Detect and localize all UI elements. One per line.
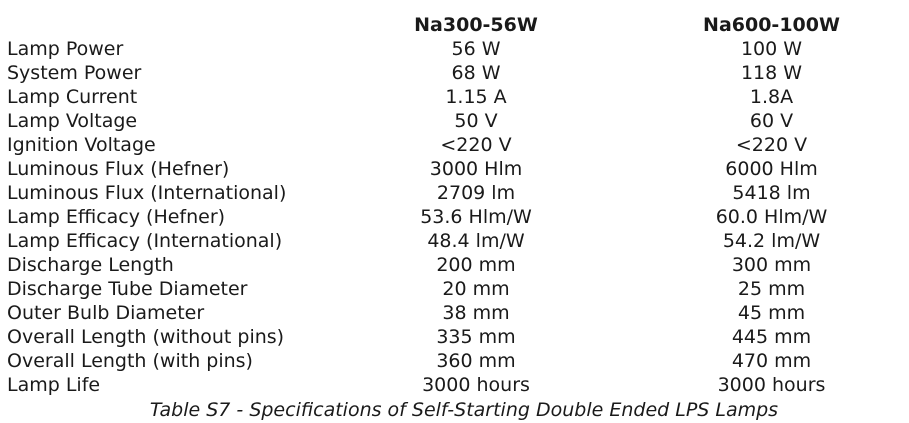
table-row: Lamp Voltage 50 V 60 V (0, 109, 909, 133)
table-row: Discharge Length 200 mm 300 mm (0, 253, 909, 277)
row-label: Ignition Voltage (7, 134, 156, 156)
value-na600-100w: 45 mm (737, 302, 806, 324)
value-na600-100w: 60.0 Hlm/W (715, 206, 828, 228)
value-na300-56w: 48.4 lm/W (427, 230, 525, 252)
row-label: Overall Length (without pins) (7, 326, 285, 348)
table-row: Discharge Tube Diameter 20 mm 25 mm (0, 277, 909, 301)
value-na600-100w: 1.8A (749, 86, 794, 108)
value-na300-56w: 360 mm (436, 350, 516, 372)
value-na300-56w: 200 mm (436, 254, 516, 276)
row-label: Lamp Efficacy (International) (7, 230, 283, 252)
row-label: Discharge Tube Diameter (7, 278, 248, 300)
table-row: Lamp Efficacy (International) 48.4 lm/W 54… (0, 229, 909, 253)
value-na300-56w: 3000 Hlm (429, 158, 523, 180)
row-label: Lamp Efficacy (Hefner) (7, 206, 226, 228)
header-na300-56w: Na300-56W (414, 14, 538, 36)
row-label: Luminous Flux (International) (7, 182, 287, 204)
value-na300-56w: 68 W (451, 62, 501, 84)
table-caption: Table S7 - Specifications of Self-Starti… (149, 399, 779, 421)
row-label: Discharge Length (7, 254, 174, 276)
value-na300-56w: 1.15 A (445, 86, 507, 108)
row-label: Lamp Life (7, 374, 101, 396)
value-na600-100w: 470 mm (731, 350, 812, 372)
table-row: Luminous Flux (International) 2709 lm 5418… (0, 181, 909, 205)
row-label: System Power (7, 62, 142, 84)
table-row: Ignition Voltage <220 V <220 V (0, 133, 909, 157)
value-na300-56w: 20 mm (442, 278, 510, 300)
table-row: Lamp Life 3000 hours 3000 hours (0, 373, 909, 397)
value-na600-100w: 25 mm (737, 278, 806, 300)
table-row: Overall Length (with pins) 360 mm 470 mm (0, 349, 909, 373)
table-row: Lamp Efficacy (Hefner) 53.6 Hlm/W 60.0 Hlm… (0, 205, 909, 229)
value-na600-100w: 5418 lm (732, 182, 811, 204)
value-na600-100w: 60 V (749, 110, 794, 132)
value-na600-100w: 445 mm (731, 326, 812, 348)
value-na300-56w: 2709 lm (436, 182, 516, 204)
value-na300-56w: 3000 hours (422, 374, 530, 396)
value-na300-56w: 50 V (454, 110, 498, 132)
row-label: Lamp Power (7, 38, 124, 60)
value-na600-100w: 3000 hours (717, 374, 826, 396)
value-na600-100w: 6000 Hlm (725, 158, 818, 180)
table-row: Outer Bulb Diameter 38 mm 45 mm (0, 301, 909, 325)
value-na600-100w: <220 V (735, 134, 808, 156)
header-row: Na300-56W Na600-100W (0, 13, 909, 37)
table-row: System Power 68 W 118 W (0, 61, 909, 85)
table-row: Lamp Current 1.15 A 1.8A (0, 85, 909, 109)
value-na300-56w: 53.6 Hlm/W (420, 206, 532, 228)
table-row: Overall Length (without pins) 335 mm 445 m… (0, 325, 909, 349)
header-na600-100w: Na600-100W (703, 14, 840, 36)
row-label: Lamp Current (7, 86, 138, 108)
table-row: Luminous Flux (Hefner) 3000 Hlm 6000 Hlm (0, 157, 909, 181)
row-label: Luminous Flux (Hefner) (7, 158, 230, 180)
row-label: Outer Bulb Diameter (7, 302, 205, 324)
row-label: Lamp Voltage (7, 110, 138, 132)
spec-body: Lamp Power 56 W 100 W System Power 68 W 118 W… (0, 37, 909, 397)
value-na600-100w: 300 mm (731, 254, 812, 276)
value-na600-100w: 118 W (740, 62, 803, 84)
value-na300-56w: 56 W (451, 38, 501, 60)
value-na300-56w: 335 mm (436, 326, 516, 348)
table-row: Lamp Power 56 W 100 W (0, 37, 909, 61)
value-na300-56w: <220 V (440, 134, 512, 156)
row-label: Overall Length (with pins) (7, 350, 253, 372)
value-na300-56w: 38 mm (442, 302, 510, 324)
spec-table: Na300-56W Na600-100W Lamp Power 56 W 100 W… (0, 13, 909, 397)
value-na600-100w: 54.2 lm/W (722, 230, 821, 252)
header-label (0, 13, 325, 37)
value-na600-100w: 100 W (740, 38, 803, 60)
